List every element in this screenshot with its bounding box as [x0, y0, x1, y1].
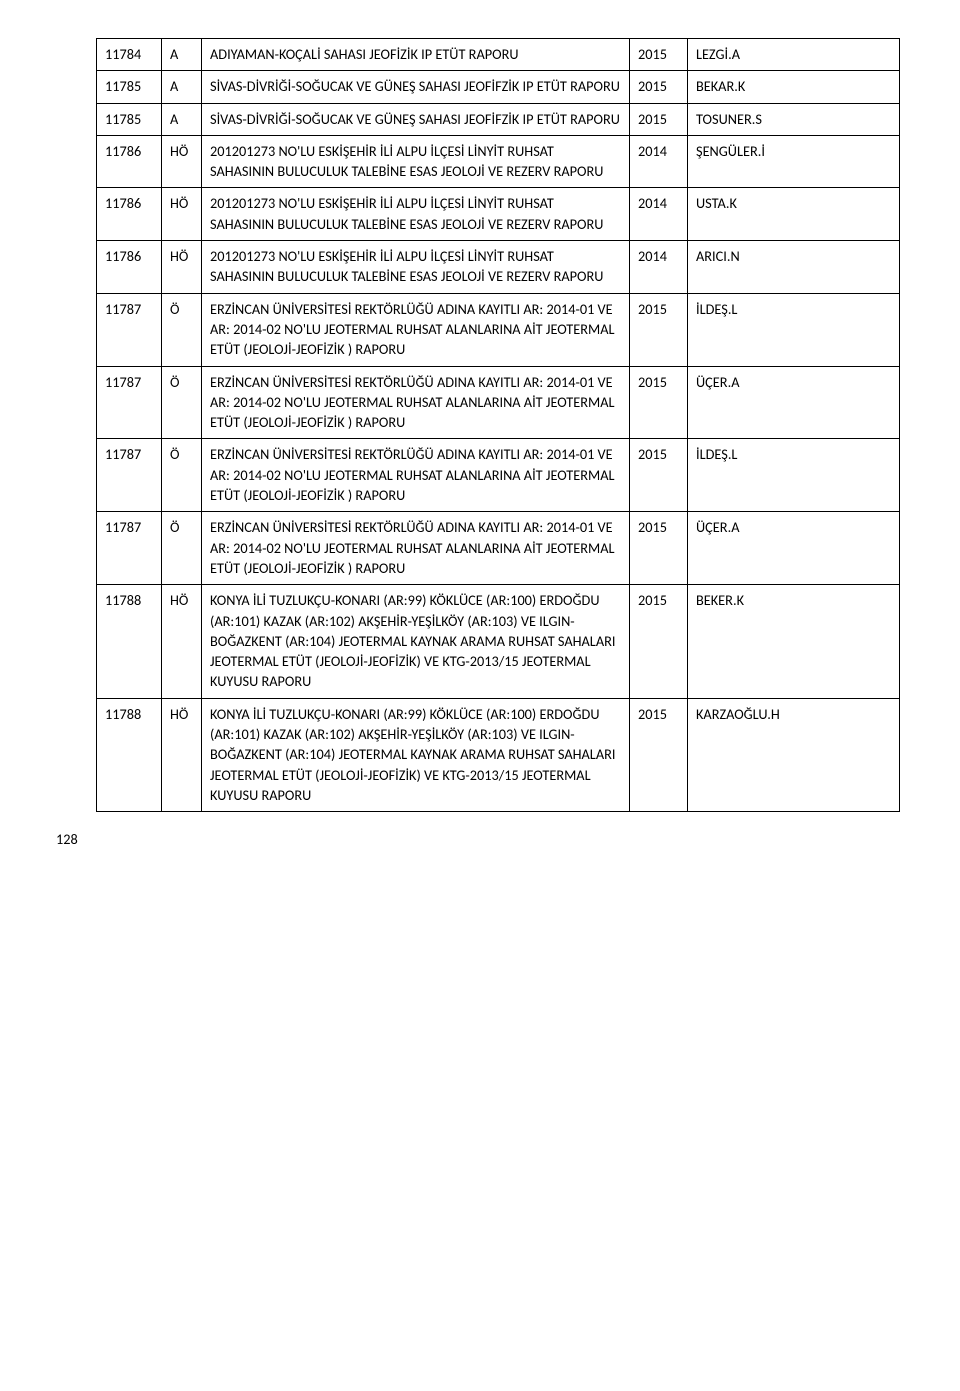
table-cell-c4: 2015 [630, 39, 688, 71]
table-cell-c2: HÖ [162, 188, 202, 241]
table-cell-c3: 201201273 NO'LU ESKİŞEHİR İLİ ALPU İLÇES… [202, 135, 630, 188]
table-cell-c5: İLDEŞ.L [688, 439, 900, 512]
table-cell-c3: 201201273 NO'LU ESKİŞEHİR İLİ ALPU İLÇES… [202, 188, 630, 241]
table-cell-c5: ÜÇER.A [688, 512, 900, 585]
table-cell-c1: 11786 [97, 135, 162, 188]
table-cell-c1: 11785 [97, 71, 162, 103]
table-cell-c1: 11786 [97, 241, 162, 294]
table-cell-c2: HÖ [162, 698, 202, 811]
table-row: 11788HÖKONYA İLİ TUZLUKÇU-KONARI (AR:99)… [97, 585, 900, 698]
table-cell-c1: 11784 [97, 39, 162, 71]
table-cell-c4: 2015 [630, 293, 688, 366]
table-cell-c3: ERZİNCAN ÜNİVERSİTESİ REKTÖRLÜĞÜ ADINA K… [202, 293, 630, 366]
table-cell-c2: A [162, 71, 202, 103]
table-row: 11785ASİVAS-DİVRİĞİ-SOĞUCAK VE GÜNEŞ SAH… [97, 71, 900, 103]
table-row: 11785ASİVAS-DİVRİĞİ-SOĞUCAK VE GÜNEŞ SAH… [97, 103, 900, 135]
table-cell-c2: Ö [162, 366, 202, 439]
table-cell-c2: A [162, 103, 202, 135]
table-cell-c5: ARICI.N [688, 241, 900, 294]
table-row: 11787ÖERZİNCAN ÜNİVERSİTESİ REKTÖRLÜĞÜ A… [97, 439, 900, 512]
table-cell-c2: HÖ [162, 135, 202, 188]
table-row: 11787ÖERZİNCAN ÜNİVERSİTESİ REKTÖRLÜĞÜ A… [97, 293, 900, 366]
table-row: 11788HÖKONYA İLİ TUZLUKÇU-KONARI (AR:99)… [97, 698, 900, 811]
table-cell-c4: 2015 [630, 103, 688, 135]
table-cell-c4: 2014 [630, 188, 688, 241]
table-cell-c4: 2014 [630, 241, 688, 294]
table-cell-c3: KONYA İLİ TUZLUKÇU-KONARI (AR:99) KÖKLÜC… [202, 698, 630, 811]
table-cell-c3: ERZİNCAN ÜNİVERSİTESİ REKTÖRLÜĞÜ ADINA K… [202, 512, 630, 585]
table-cell-c2: HÖ [162, 241, 202, 294]
table-cell-c5: KARZAOĞLU.H [688, 698, 900, 811]
table-cell-c5: BEKER.K [688, 585, 900, 698]
table-cell-c3: ADIYAMAN-KOÇALİ SAHASI JEOFİZİK IP ETÜT … [202, 39, 630, 71]
table-cell-c1: 11787 [97, 439, 162, 512]
table-row: 11786HÖ201201273 NO'LU ESKİŞEHİR İLİ ALP… [97, 188, 900, 241]
table-cell-c4: 2015 [630, 71, 688, 103]
table-cell-c5: BEKAR.K [688, 71, 900, 103]
table-cell-c5: İLDEŞ.L [688, 293, 900, 366]
table-cell-c4: 2015 [630, 512, 688, 585]
table-row: 11786HÖ201201273 NO'LU ESKİŞEHİR İLİ ALP… [97, 135, 900, 188]
table-cell-c2: A [162, 39, 202, 71]
table-cell-c3: SİVAS-DİVRİĞİ-SOĞUCAK VE GÜNEŞ SAHASI JE… [202, 71, 630, 103]
table-row: 11786HÖ201201273 NO'LU ESKİŞEHİR İLİ ALP… [97, 241, 900, 294]
page-number: 128 [56, 830, 900, 848]
table-cell-c2: Ö [162, 439, 202, 512]
table-cell-c3: ERZİNCAN ÜNİVERSİTESİ REKTÖRLÜĞÜ ADINA K… [202, 366, 630, 439]
table-cell-c4: 2014 [630, 135, 688, 188]
table-cell-c2: Ö [162, 512, 202, 585]
table-cell-c1: 11787 [97, 512, 162, 585]
table-cell-c3: ERZİNCAN ÜNİVERSİTESİ REKTÖRLÜĞÜ ADINA K… [202, 439, 630, 512]
table-row: 11784AADIYAMAN-KOÇALİ SAHASI JEOFİZİK IP… [97, 39, 900, 71]
table-cell-c5: ŞENGÜLER.İ [688, 135, 900, 188]
table-cell-c2: HÖ [162, 585, 202, 698]
table-cell-c1: 11788 [97, 698, 162, 811]
table-cell-c5: ÜÇER.A [688, 366, 900, 439]
table-cell-c5: TOSUNER.S [688, 103, 900, 135]
table-cell-c1: 11787 [97, 366, 162, 439]
table-cell-c4: 2015 [630, 585, 688, 698]
table-cell-c4: 2015 [630, 698, 688, 811]
table-cell-c4: 2015 [630, 439, 688, 512]
table-cell-c5: LEZGİ.A [688, 39, 900, 71]
table-cell-c4: 2015 [630, 366, 688, 439]
table-cell-c3: 201201273 NO'LU ESKİŞEHİR İLİ ALPU İLÇES… [202, 241, 630, 294]
table-cell-c3: KONYA İLİ TUZLUKÇU-KONARI (AR:99) KÖKLÜC… [202, 585, 630, 698]
table-cell-c2: Ö [162, 293, 202, 366]
table-row: 11787ÖERZİNCAN ÜNİVERSİTESİ REKTÖRLÜĞÜ A… [97, 366, 900, 439]
table-cell-c1: 11788 [97, 585, 162, 698]
table-row: 11787ÖERZİNCAN ÜNİVERSİTESİ REKTÖRLÜĞÜ A… [97, 512, 900, 585]
table-cell-c5: USTA.K [688, 188, 900, 241]
table-cell-c1: 11787 [97, 293, 162, 366]
data-table: 11784AADIYAMAN-KOÇALİ SAHASI JEOFİZİK IP… [96, 38, 900, 812]
table-cell-c3: SİVAS-DİVRİĞİ-SOĞUCAK VE GÜNEŞ SAHASI JE… [202, 103, 630, 135]
table-cell-c1: 11786 [97, 188, 162, 241]
table-cell-c1: 11785 [97, 103, 162, 135]
